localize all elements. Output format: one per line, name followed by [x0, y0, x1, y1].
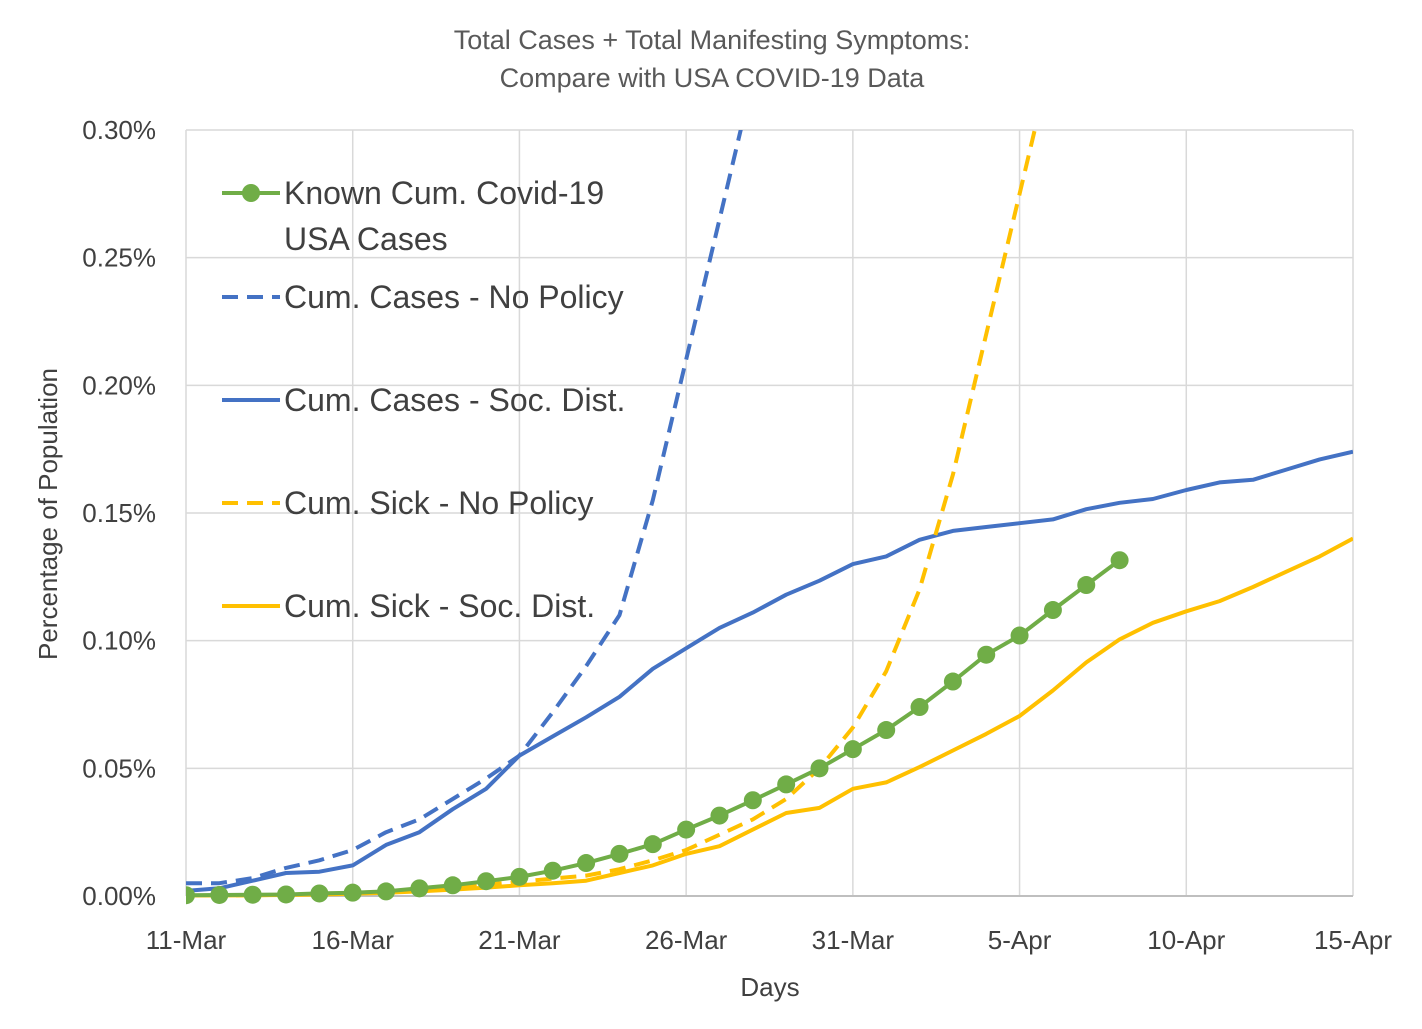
chart-title-line-2: Compare with USA COVID-19 Data	[500, 63, 926, 93]
legend-label: USA Cases	[284, 221, 448, 257]
data-point	[910, 698, 929, 717]
legend-item: Known Cum. Covid-19 USA Cases	[222, 175, 604, 257]
legend-item: Cum. Sick - No Policy	[222, 485, 593, 521]
data-point	[510, 867, 529, 886]
legend: Known Cum. Covid-19 USA Cases Cum. Cases -…	[222, 175, 625, 624]
data-point	[343, 883, 362, 902]
data-point	[477, 872, 496, 891]
chart-title-line-1: Total Cases + Total Manifesting Symptoms…	[454, 25, 970, 55]
data-point	[186, 886, 195, 905]
series-line-cum-cases-no-policy	[186, 130, 743, 886]
x-tick-label: 5-Apr	[988, 925, 1052, 955]
data-point	[743, 791, 762, 810]
data-point	[210, 885, 229, 904]
y-tick-label: 0.00%	[82, 881, 156, 911]
data-point	[677, 820, 696, 839]
data-point	[710, 806, 729, 825]
y-axis-title: Percentage of Population	[33, 368, 63, 660]
legend-label: Cum. Sick - Soc. Dist.	[284, 588, 595, 624]
data-point	[243, 885, 262, 904]
x-tick-label: 10-Apr	[1147, 925, 1225, 955]
data-point	[1077, 576, 1096, 595]
data-point	[843, 740, 862, 759]
data-point	[810, 759, 829, 778]
data-point	[410, 879, 429, 898]
x-tick-label: 21-Mar	[478, 925, 561, 955]
series-cum-cases-soc-dist	[186, 449, 1353, 893]
y-tick-label: 0.20%	[82, 370, 156, 400]
series-cum-cases-no-policy	[186, 130, 743, 886]
series-line-cum-cases-soc-dist	[186, 449, 1353, 893]
data-point	[1010, 626, 1029, 645]
x-tick-label: 26-Mar	[645, 925, 728, 955]
legend-item: Cum. Cases - No Policy	[222, 279, 624, 315]
data-point	[943, 672, 962, 691]
data-point	[1110, 551, 1129, 570]
data-point	[777, 775, 796, 794]
y-axis-tick-labels: 0.00% 0.05% 0.10% 0.15% 0.20% 0.25% 0.30%	[82, 115, 156, 911]
legend-item: Cum. Cases - Soc. Dist.	[222, 382, 625, 418]
data-point	[443, 876, 462, 895]
x-axis-title: Days	[740, 972, 799, 1002]
legend-label: Known Cum. Covid-19	[284, 175, 604, 211]
y-tick-label: 0.10%	[82, 626, 156, 656]
data-point	[577, 854, 596, 873]
x-axis-tick-labels: 11-Mar 16-Mar 21-Mar 26-Mar 31-Mar 5-Apr 10-Ap…	[146, 925, 1393, 955]
series-line-cum-sick-no-policy	[186, 130, 1037, 898]
data-point	[1043, 601, 1062, 620]
data-point	[310, 884, 329, 903]
data-point	[977, 645, 996, 664]
y-tick-label: 0.25%	[82, 243, 156, 273]
plot-area	[186, 130, 1353, 905]
data-point	[877, 721, 896, 740]
y-tick-label: 0.15%	[82, 498, 156, 528]
legend-marker	[242, 184, 260, 202]
y-tick-label: 0.30%	[82, 115, 156, 145]
series-cum-sick-no-policy	[186, 130, 1037, 898]
x-tick-label: 15-Apr	[1314, 925, 1392, 955]
legend-label: Cum. Sick - No Policy	[284, 485, 593, 521]
data-point	[277, 885, 296, 904]
x-tick-label: 16-Mar	[312, 925, 395, 955]
data-point	[543, 861, 562, 880]
data-point	[643, 835, 662, 854]
data-point	[610, 844, 629, 863]
x-tick-label: 31-Mar	[812, 925, 895, 955]
series-known-cum-covid-19-usa-cases	[186, 551, 1129, 905]
y-tick-label: 0.05%	[82, 753, 156, 783]
gridlines	[185, 129, 1354, 897]
x-tick-label: 11-Mar	[146, 925, 227, 955]
legend-item: Cum. Sick - Soc. Dist.	[222, 588, 595, 624]
legend-label: Cum. Cases - Soc. Dist.	[284, 382, 625, 418]
legend-label: Cum. Cases - No Policy	[284, 279, 624, 315]
data-point	[377, 882, 396, 901]
